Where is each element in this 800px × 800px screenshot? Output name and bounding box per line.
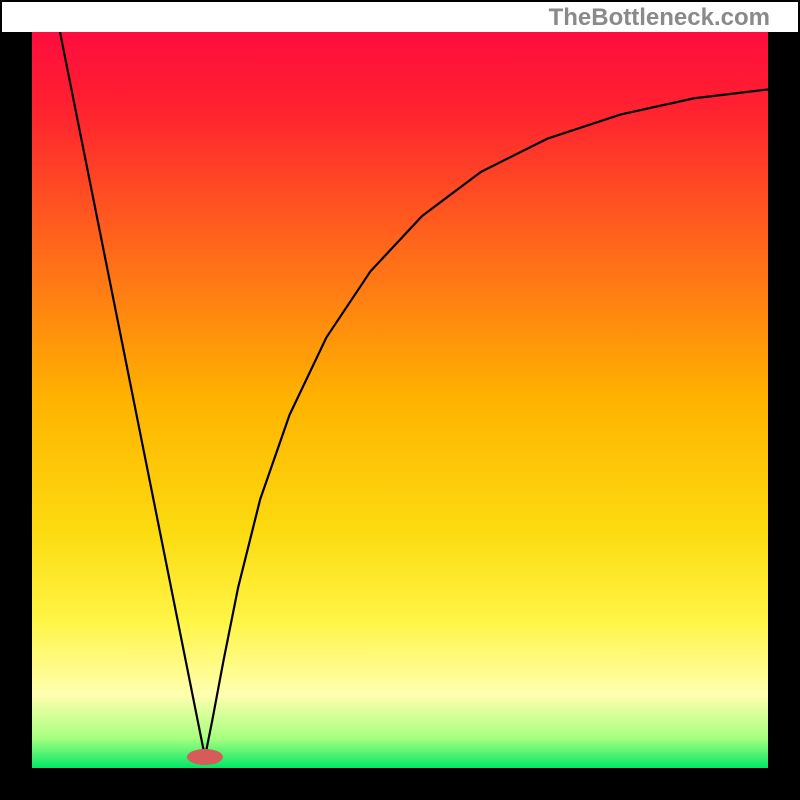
plot-border-right: [768, 32, 800, 800]
minimum-marker: [187, 749, 223, 765]
plot-border-bottom: [0, 768, 800, 800]
chart-svg: [0, 0, 800, 800]
gradient-background: [32, 32, 768, 768]
plot-border-left: [0, 32, 32, 800]
watermark-text: TheBottleneck.com: [549, 4, 770, 32]
